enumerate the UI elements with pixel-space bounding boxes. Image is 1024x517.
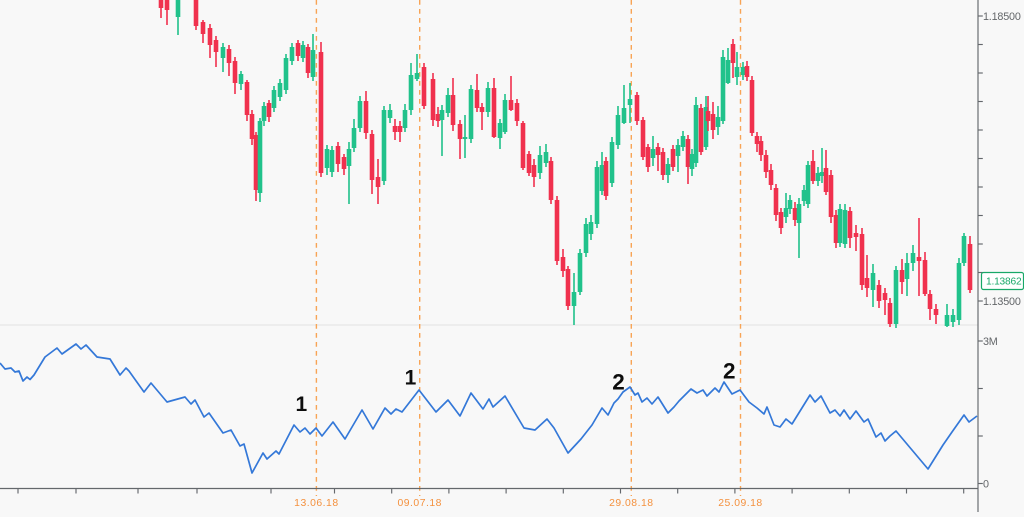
svg-text:2: 2 <box>723 359 736 384</box>
svg-text:1.13500: 1.13500 <box>983 296 1021 308</box>
svg-text:13.06.18: 13.06.18 <box>294 498 338 509</box>
svg-text:29.08.18: 29.08.18 <box>609 498 653 509</box>
svg-text:1.13862: 1.13862 <box>986 277 1022 288</box>
svg-text:1: 1 <box>296 393 308 416</box>
svg-text:09.07.18: 09.07.18 <box>397 498 441 509</box>
svg-text:0: 0 <box>983 479 989 491</box>
svg-text:3M: 3M <box>983 336 998 348</box>
svg-text:1: 1 <box>405 367 417 390</box>
svg-text:25.09.18: 25.09.18 <box>718 498 762 509</box>
svg-text:1.18500: 1.18500 <box>983 11 1021 23</box>
svg-text:2: 2 <box>612 370 625 395</box>
